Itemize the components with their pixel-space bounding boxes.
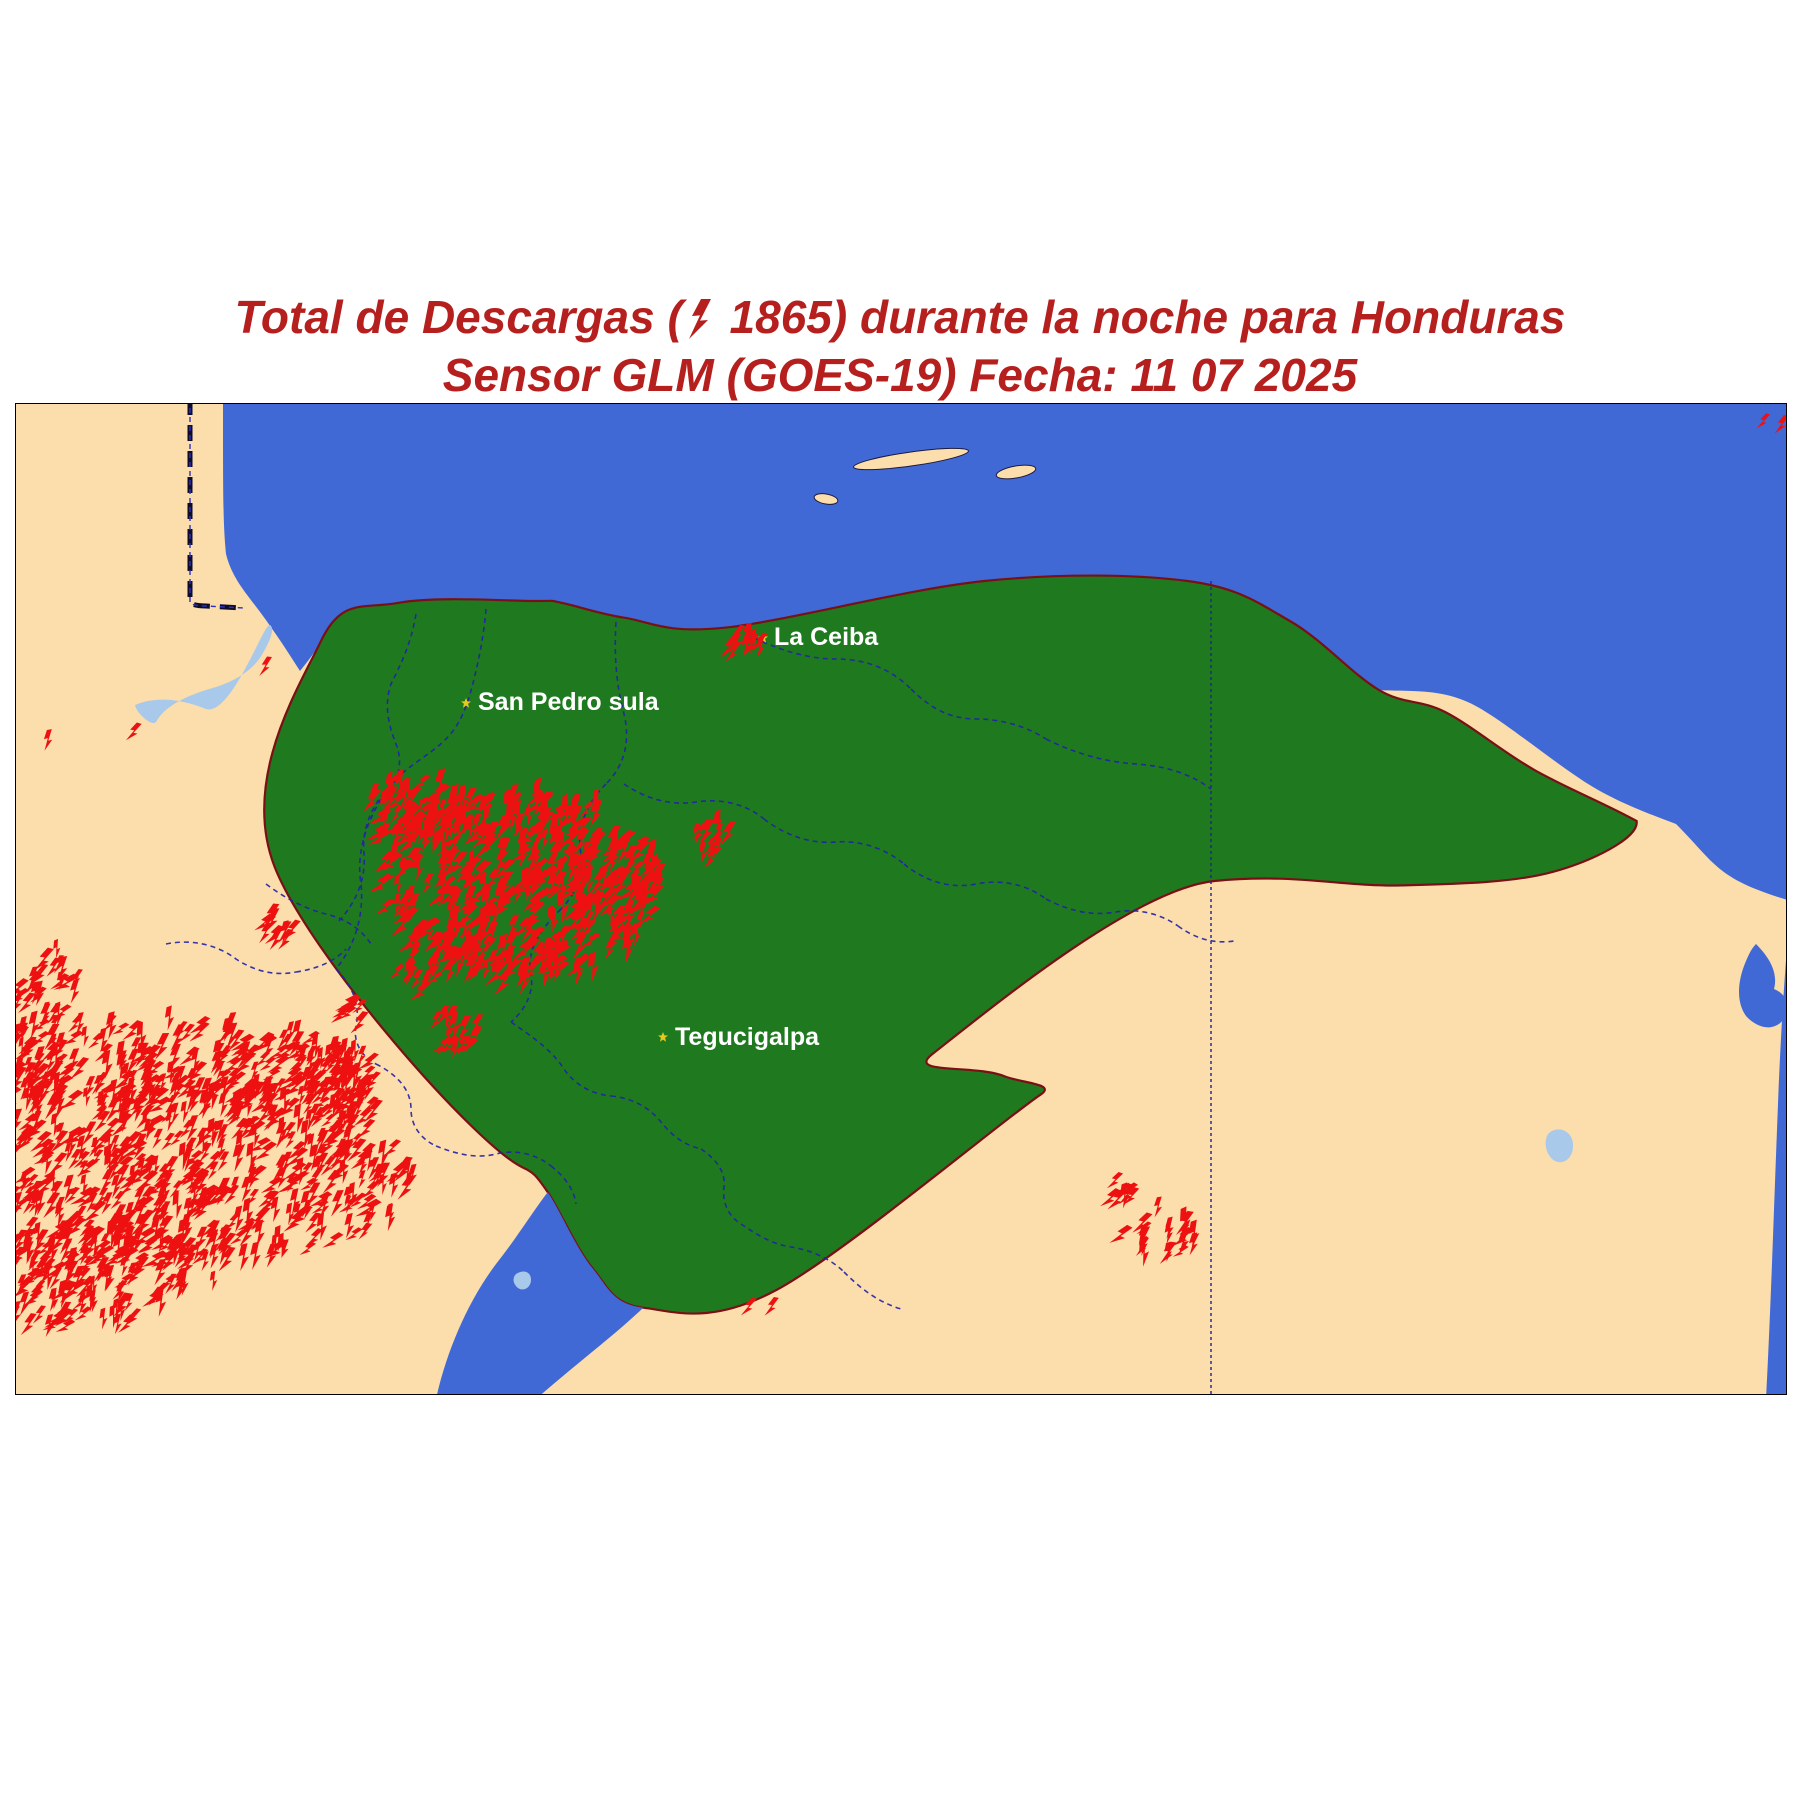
svg-text:Tegucigalpa: Tegucigalpa [675, 1023, 820, 1051]
svg-text:La Ceiba: La Ceiba [774, 623, 879, 651]
svg-text:San Pedro sula: San Pedro sula [478, 688, 660, 716]
